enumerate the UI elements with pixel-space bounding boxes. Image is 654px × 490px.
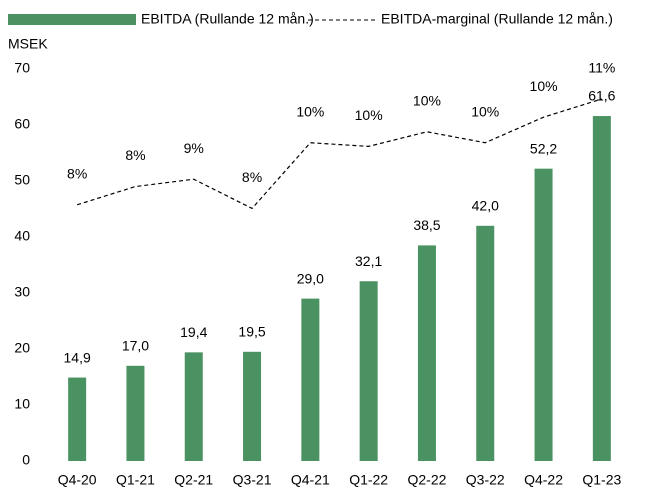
bar-value-label: 19,4	[180, 324, 207, 340]
x-tick-label: Q4-20	[58, 472, 97, 488]
y-tick-label: 70	[14, 60, 30, 76]
bar	[359, 281, 378, 461]
bar-value-label: 29,0	[297, 270, 324, 286]
y-tick-label: 10	[14, 396, 30, 412]
bar	[417, 245, 436, 461]
line-value-label: 8%	[242, 169, 262, 185]
x-tick-label: Q4-22	[524, 472, 563, 488]
y-tick-label: 20	[14, 340, 30, 356]
bar	[592, 116, 611, 461]
x-tick-label: Q2-22	[407, 472, 446, 488]
x-tick-label: Q2-21	[174, 472, 213, 488]
bar	[301, 298, 320, 461]
bar-value-label: 61,6	[588, 88, 615, 104]
bar-value-label: 42,0	[472, 198, 499, 214]
legend-label: EBITDA-marginal (Rullande 12 mån.)	[381, 11, 613, 27]
bar	[243, 351, 262, 461]
y-tick-label: 0	[22, 452, 30, 468]
legend-label: EBITDA (Rullande 12 mån.)	[141, 11, 314, 27]
margin-line	[76, 98, 603, 210]
bar	[534, 168, 553, 461]
x-tick-label: Q3-22	[466, 472, 505, 488]
line-value-label: 10%	[413, 92, 441, 108]
bar	[184, 352, 203, 461]
y-tick-label: 60	[14, 116, 30, 132]
bar-value-label: 52,2	[530, 140, 557, 156]
bar-value-label: 38,5	[413, 217, 440, 233]
bar	[476, 225, 495, 461]
bar	[126, 365, 145, 461]
line-value-label: 11%	[588, 60, 615, 76]
bar-value-label: 14,9	[64, 349, 91, 365]
y-tick-label: 50	[14, 172, 30, 188]
y-tick-label: 40	[14, 228, 30, 244]
x-tick-label: Q4-21	[291, 472, 330, 488]
y-tick-label: 30	[14, 284, 30, 300]
x-tick-label: Q1-21	[116, 472, 155, 488]
bar-value-label: 32,1	[355, 253, 382, 269]
bar	[68, 377, 87, 461]
x-tick-label: Q1-23	[582, 472, 621, 488]
bar-value-label: 17,0	[122, 338, 149, 354]
line-value-label: 10%	[471, 103, 499, 119]
y-axis-label: MSEK	[8, 36, 48, 52]
bar-value-label: 19,5	[238, 324, 265, 340]
x-tick-label: Q3-21	[233, 472, 272, 488]
line-value-label: 8%	[125, 147, 145, 163]
x-tick-label: Q1-22	[349, 472, 388, 488]
line-value-label: 10%	[355, 107, 383, 123]
line-value-label: 10%	[296, 103, 324, 119]
line-value-label: 9%	[184, 140, 204, 156]
line-value-label: 8%	[67, 165, 87, 181]
line-value-label: 10%	[530, 78, 558, 94]
legend-swatch	[8, 14, 136, 25]
